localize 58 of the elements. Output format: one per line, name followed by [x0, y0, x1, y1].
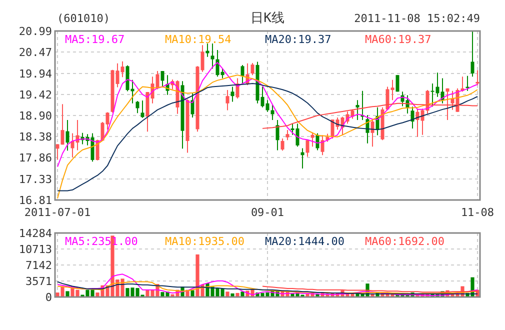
text: MA60:1692.00: [365, 235, 444, 248]
x-tick-label: 09-01: [250, 206, 284, 219]
chart-subtitle: (601010): [57, 12, 110, 25]
text: MA10:1935.00: [165, 235, 244, 248]
candlestick: [410, 106, 414, 129]
candlestick: [240, 64, 244, 84]
bar: [230, 293, 234, 297]
candlestick: [140, 100, 144, 118]
candlestick: [230, 86, 234, 102]
x-tick-label: 11-08: [460, 206, 494, 219]
y-tick-label: 19.94: [18, 67, 52, 80]
bar: [240, 292, 244, 297]
y-tick-label: 3571: [26, 274, 52, 288]
bar: [226, 292, 230, 297]
candlestick: [250, 62, 254, 76]
candlestick: [210, 43, 214, 70]
y-tick-label: 20.99: [18, 24, 52, 38]
bar: [66, 291, 70, 297]
candlestick: [190, 92, 194, 118]
y-tick-label: 0: [45, 290, 52, 304]
y-tick-label: 18.90: [18, 109, 52, 122]
text: 2011-11-08 15:02:49: [354, 12, 480, 25]
candlestick: [286, 130, 290, 141]
candlestick: [470, 30, 474, 78]
bar: [236, 292, 240, 297]
text: MA60:19.37: [365, 33, 432, 46]
y-tick-label: 20.47: [18, 46, 52, 59]
candlestick: [226, 90, 230, 111]
y-tick-label: 10713: [18, 242, 52, 256]
candlestick: [280, 138, 284, 152]
line-series: [57, 281, 478, 294]
y-tick-label: 17.86: [18, 151, 52, 164]
y-tick-label: 17.33: [18, 172, 52, 186]
chart-title: 日K线: [250, 11, 284, 26]
candlestick: [476, 70, 480, 86]
text: MA20:1444.00: [265, 235, 344, 248]
x-tick-label: 2011-07-01: [24, 206, 91, 219]
candlestick: [306, 140, 310, 158]
text: MA10:19.54: [165, 33, 232, 46]
y-tick-label: 14284: [18, 226, 52, 240]
y-tick-label: 19.42: [18, 88, 52, 102]
candlestick: [276, 119, 280, 151]
text: MA5:19.67: [65, 33, 125, 46]
candlestick: [370, 119, 374, 148]
text: MA20:19.37: [265, 33, 332, 46]
candlestick: [356, 100, 360, 120]
y-tick-label: 7142: [26, 258, 52, 272]
bar: [190, 290, 194, 297]
candlestick: [160, 70, 164, 88]
candlestick: [136, 100, 140, 114]
candlestick: [320, 134, 324, 156]
y-tick-label: 18.38: [18, 130, 52, 144]
candlestick: [66, 119, 70, 152]
line-series: [57, 274, 478, 296]
candlestick: [396, 74, 400, 92]
candlestick: [446, 88, 450, 120]
y-tick-label: 16.81: [18, 194, 52, 207]
candlestick: [270, 104, 274, 120]
